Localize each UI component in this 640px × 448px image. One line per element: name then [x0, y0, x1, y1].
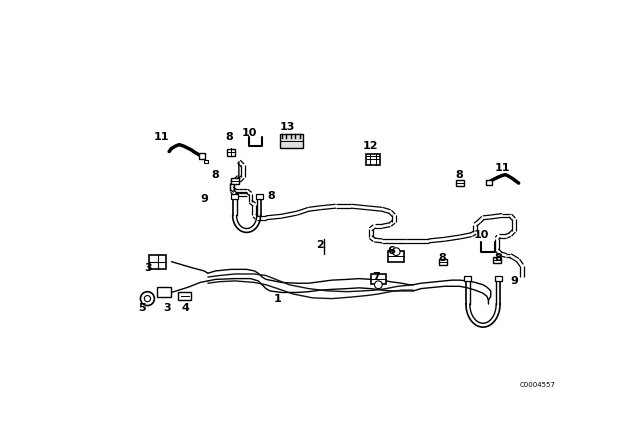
Text: 3: 3	[163, 303, 171, 313]
Text: 8: 8	[495, 253, 502, 263]
Text: 5: 5	[138, 303, 146, 313]
Text: 8: 8	[439, 253, 447, 263]
Text: 3: 3	[145, 263, 152, 273]
Text: 8: 8	[456, 170, 463, 181]
Text: 10: 10	[474, 230, 489, 240]
Text: 13: 13	[280, 122, 296, 132]
Bar	[366, 154, 380, 165]
Bar	[495, 276, 502, 281]
Bar	[179, 293, 191, 300]
Text: 8: 8	[226, 132, 234, 142]
Bar	[149, 255, 166, 269]
Bar	[486, 180, 492, 185]
Bar	[198, 154, 205, 159]
Text: 6: 6	[388, 246, 396, 256]
Bar	[456, 180, 463, 186]
Text: 12: 12	[363, 141, 378, 151]
Text: 8: 8	[212, 170, 220, 181]
Circle shape	[145, 296, 150, 302]
Text: 2: 2	[316, 240, 324, 250]
Text: 7: 7	[372, 272, 380, 282]
Bar	[371, 274, 386, 284]
Bar	[280, 134, 303, 148]
Text: 11: 11	[154, 132, 169, 142]
Text: 11: 11	[495, 163, 510, 173]
Bar	[255, 194, 262, 199]
Bar	[464, 276, 471, 281]
Bar	[157, 288, 171, 297]
Circle shape	[140, 292, 154, 306]
Text: 8: 8	[268, 191, 275, 201]
Text: 1: 1	[274, 293, 282, 304]
Bar	[204, 159, 208, 164]
Text: 4: 4	[182, 303, 189, 313]
Bar	[388, 251, 404, 262]
Bar	[231, 178, 239, 184]
Text: 9: 9	[200, 194, 208, 203]
Text: 9: 9	[510, 276, 518, 286]
Circle shape	[374, 281, 382, 289]
Bar	[227, 149, 235, 156]
Text: C0004557: C0004557	[519, 382, 555, 388]
Bar	[439, 258, 447, 265]
Bar	[493, 257, 501, 263]
Circle shape	[392, 248, 400, 255]
Bar	[231, 194, 237, 199]
Text: 10: 10	[241, 128, 257, 138]
